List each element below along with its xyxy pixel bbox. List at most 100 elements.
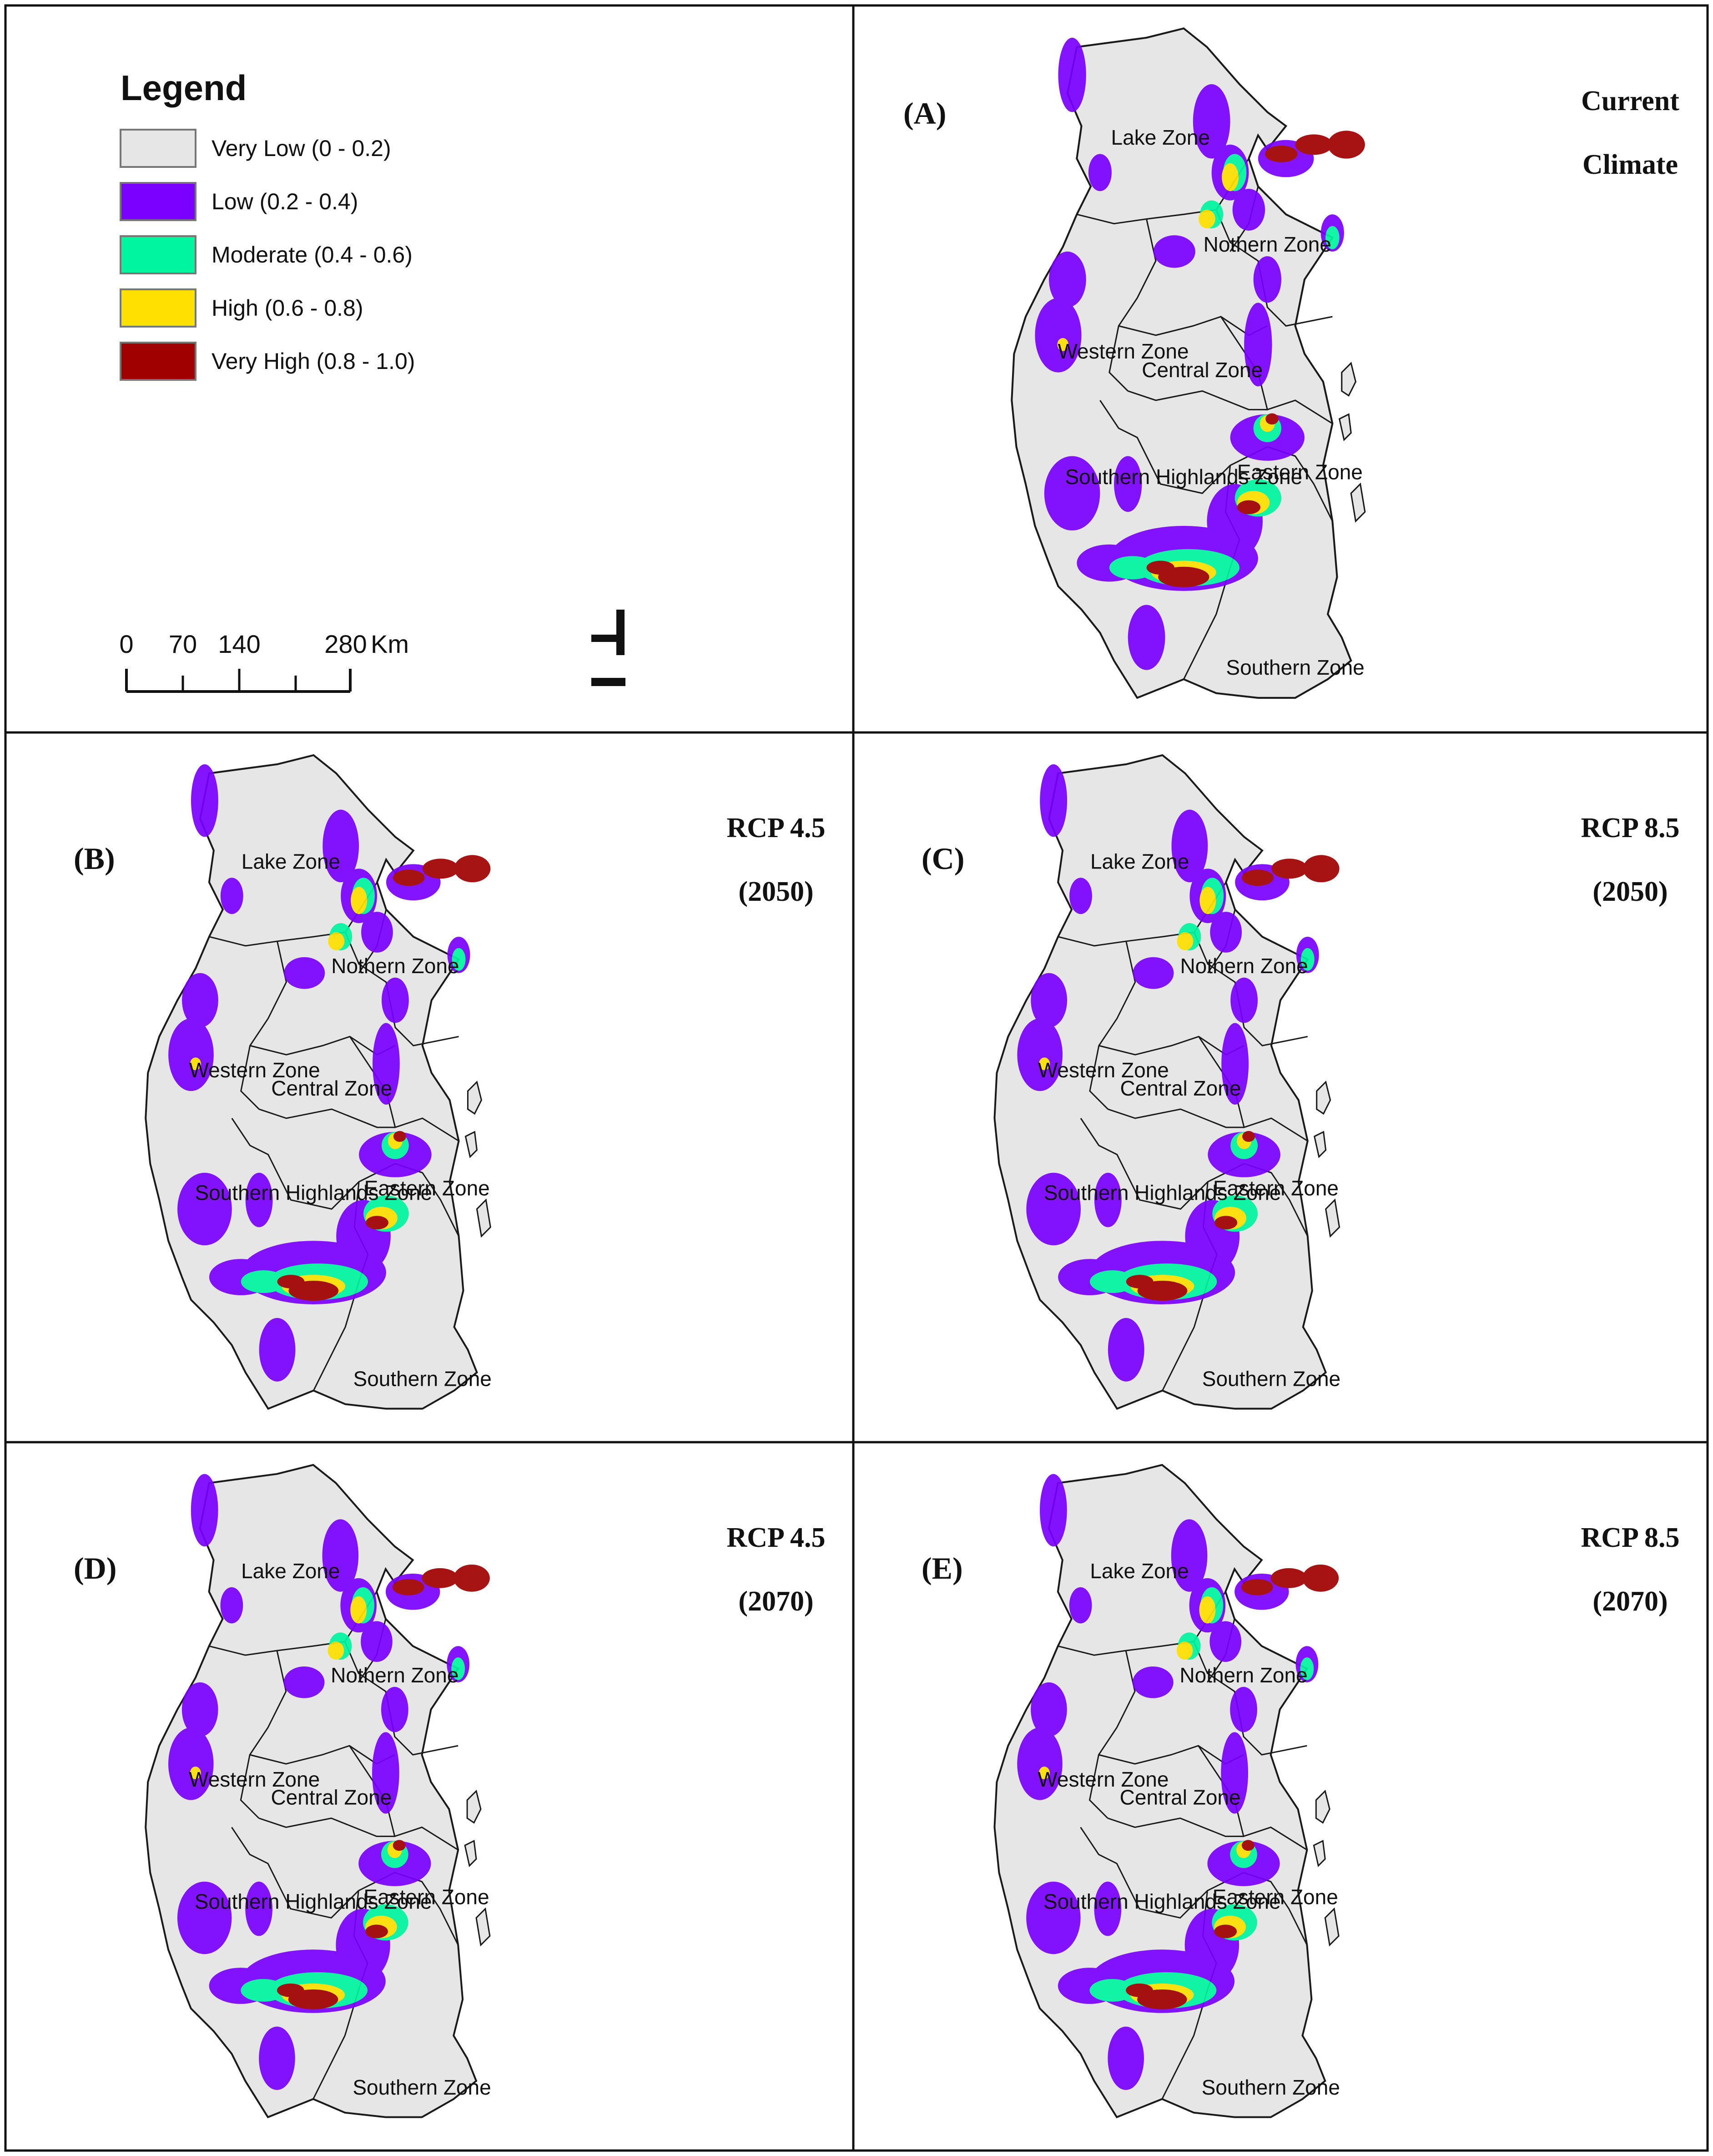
scenario-period: (2050) (1592, 876, 1668, 907)
scale-bar: 0 70 140 280 Km (119, 630, 409, 693)
suitability-patch (1133, 957, 1174, 989)
suitability-patch (1089, 1270, 1135, 1293)
suitability-patch (1244, 303, 1272, 387)
suitability-patch (1089, 1979, 1135, 2002)
zone-label: Lake Zone (1090, 849, 1189, 873)
legend-swatch (120, 182, 196, 221)
suitability-patch (1209, 1621, 1242, 1662)
suitability-patch (241, 1270, 287, 1293)
zone-label: Central Zone (271, 1786, 392, 1809)
suitability-patch (1058, 37, 1086, 112)
country-map (993, 754, 1340, 1410)
zone-label: Central Zone (1120, 1076, 1241, 1100)
legend-label: Very High (0.8 - 1.0) (212, 348, 415, 374)
map-panel: Lake Zone Nothern Zone Western ZoneCentral… (74, 1464, 826, 2118)
zone-label: Southern Highlands Zone (195, 1890, 432, 1914)
suitability-patch (1017, 1018, 1063, 1091)
suitability-patch (372, 1732, 399, 1814)
panel-id: (B) (74, 841, 115, 876)
suitability-patch (1044, 456, 1100, 531)
zone-label: Central Zone (1142, 358, 1263, 382)
suitability-hotspots (1035, 37, 1365, 670)
zone-label: Western Zone (1038, 1767, 1169, 1791)
suitability-patch (190, 1767, 201, 1779)
scale-tick-140: 140 (218, 630, 260, 658)
suitability-patch (259, 1318, 296, 1382)
suitability-patch (451, 1657, 465, 1680)
country-map (993, 1464, 1340, 2118)
suitability-patch (245, 1172, 273, 1227)
suitability-patch (1265, 145, 1298, 162)
legend-label: High (0.6 - 0.8) (212, 295, 363, 321)
suitability-patch (1035, 298, 1082, 373)
suitability-patch (1328, 131, 1365, 159)
suitability-patch (1108, 2026, 1144, 2090)
suitability-patch (1133, 1666, 1174, 1698)
scenario-period: Climate (1582, 149, 1678, 180)
legend-label: Low (0.2 - 0.4) (212, 189, 358, 214)
suitability-patch (381, 1686, 408, 1732)
scenario-period: (2050) (738, 876, 813, 907)
suitability-patch (284, 957, 325, 989)
frame (4, 4, 1709, 2152)
suitability-hotspots (168, 1474, 490, 2090)
suitability-patch (1199, 887, 1216, 914)
suitability-patch (181, 1682, 218, 1737)
suitability-patch (1303, 855, 1340, 883)
suitability-patch (1237, 500, 1260, 515)
suitability-patch (1039, 1057, 1050, 1070)
suitability-patch (350, 1596, 367, 1624)
suitability-patch (1265, 413, 1279, 425)
zone-label: Lake Zone (1111, 126, 1210, 149)
suitability-patch (1270, 1568, 1307, 1588)
suitability-patch (361, 912, 393, 953)
zone-label: Nothern Zone (1179, 1663, 1307, 1687)
zone-label: Southern Highlands Zone (1065, 465, 1302, 489)
scale-tick-0: 0 (119, 630, 133, 658)
suitability-patch (259, 2026, 295, 2090)
suitability-patch (168, 1727, 214, 1800)
zone-label: Western Zone (1058, 339, 1189, 363)
scale-unit: Km (371, 630, 409, 658)
suitability-patch (392, 1579, 424, 1596)
zone-label: Nothern Zone (1204, 232, 1331, 256)
zone-label: Western Zone (189, 1767, 320, 1791)
panel-id: (E) (922, 1551, 963, 1585)
suitability-patch (422, 1568, 458, 1588)
legend-swatch (120, 288, 196, 328)
panel-id: (C) (922, 841, 964, 876)
suitability-patch (1241, 1579, 1273, 1596)
scenario-period: (2070) (1592, 1586, 1668, 1617)
zone-label: Central Zone (1120, 1786, 1241, 1809)
map-panel: Lake Zone Nothern Zone Western ZoneCentral… (74, 754, 826, 1410)
suitability-patch (361, 1621, 393, 1662)
scenario-label: RCP 4.5 (727, 813, 826, 843)
suitability-patch (1026, 1172, 1081, 1246)
suitability-patch (322, 1519, 359, 1592)
suitability-patch (1031, 1682, 1067, 1737)
suitability-patch (177, 1172, 232, 1246)
suitability-patch (168, 1018, 214, 1091)
suitability-patch (1199, 1596, 1216, 1624)
suitability-patch (1300, 1657, 1314, 1680)
suitability-patch (1031, 973, 1068, 1028)
zone-label: Eastern Zone (1213, 1176, 1339, 1200)
suitability-patch (1049, 251, 1086, 308)
zone-label: Central Zone (271, 1076, 392, 1100)
zone-label: Southern Zone (353, 1367, 492, 1391)
suitability-patch (1214, 1924, 1237, 1939)
scenario-period: (2070) (738, 1586, 813, 1617)
suitability-patch (1146, 560, 1174, 575)
legend-swatch (120, 235, 196, 274)
suitability-patch (1221, 1023, 1249, 1105)
suitability-patch (1242, 1840, 1255, 1851)
suitability-patch (365, 1924, 388, 1939)
scale-tick-70: 70 (169, 630, 197, 658)
suitability-patch (1199, 209, 1215, 228)
legend-title: Legend (121, 68, 247, 108)
suitability-patch (1230, 1686, 1257, 1732)
zone-label: Southern Highlands Zone (1043, 1890, 1281, 1914)
suitability-patch (1253, 256, 1281, 303)
legend: Legend Very Low (0 - 0.2) Low (0.2 - 0.4)… (120, 68, 415, 381)
